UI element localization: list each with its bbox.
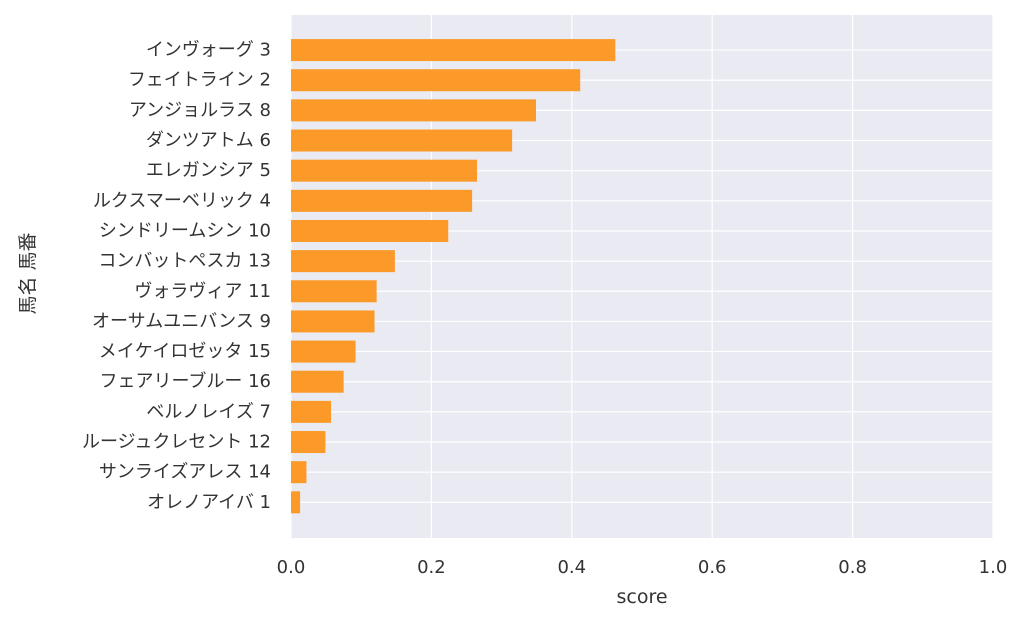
- category-label: フェイトライン 2: [128, 70, 271, 91]
- x-tick-label: 1.0: [979, 557, 1008, 578]
- y-axis-title: 馬名 馬番: [17, 232, 39, 314]
- category-label: ヴォラヴィア 11: [134, 281, 271, 302]
- x-tick-label: 0.6: [698, 557, 727, 578]
- bar: [291, 280, 377, 303]
- category-label: サンライズアレス 14: [99, 462, 271, 483]
- bar: [291, 69, 581, 92]
- category-label: コンバットペスカ 13: [98, 251, 271, 272]
- category-labels: インヴォーグ 3 フェイトライン 2 アンジョルラス 8 ダンツアトム 6 エレガンシア…: [82, 40, 271, 513]
- x-tick-label: 0.0: [277, 557, 306, 578]
- x-tick-labels: 0.0 0.2 0.4 0.6 0.8 1.0: [277, 557, 1008, 578]
- category-label: エレガンシア 5: [146, 160, 271, 181]
- bar: [291, 189, 473, 212]
- bar: [291, 400, 332, 423]
- bar: [291, 39, 616, 62]
- category-label: オレノアイバ 1: [147, 492, 271, 513]
- bar: [291, 340, 356, 363]
- category-label: ルクスマーベリック 4: [93, 190, 271, 211]
- category-label: シンドリームシン 10: [99, 220, 271, 241]
- bar: [291, 159, 478, 182]
- x-tick-label: 0.8: [838, 557, 867, 578]
- bar: [291, 310, 375, 333]
- x-axis-title: score: [616, 586, 667, 608]
- category-label: インヴォーグ 3: [146, 40, 271, 61]
- bar: [291, 129, 513, 152]
- bar: [291, 491, 301, 514]
- plot-area: [291, 15, 993, 538]
- bar: [291, 431, 326, 454]
- bar: [291, 99, 536, 122]
- bar: [291, 219, 449, 242]
- bar: [291, 461, 307, 484]
- x-tick-label: 0.4: [557, 557, 586, 578]
- category-label: メイケイロゼッタ 15: [99, 341, 271, 362]
- category-label: オーサムユニバンス 9: [92, 311, 271, 332]
- x-tick-label: 0.2: [417, 557, 446, 578]
- category-label: アンジョルラス 8: [129, 100, 271, 121]
- bar: [291, 250, 395, 273]
- category-label: フェアリーブルー 16: [99, 370, 271, 392]
- category-label: ベルノレイズ 7: [146, 401, 271, 422]
- category-label: ルージュクレセント 12: [82, 432, 271, 453]
- bars: [291, 39, 616, 514]
- bar: [291, 370, 344, 393]
- category-label: ダンツアトム 6: [146, 130, 271, 151]
